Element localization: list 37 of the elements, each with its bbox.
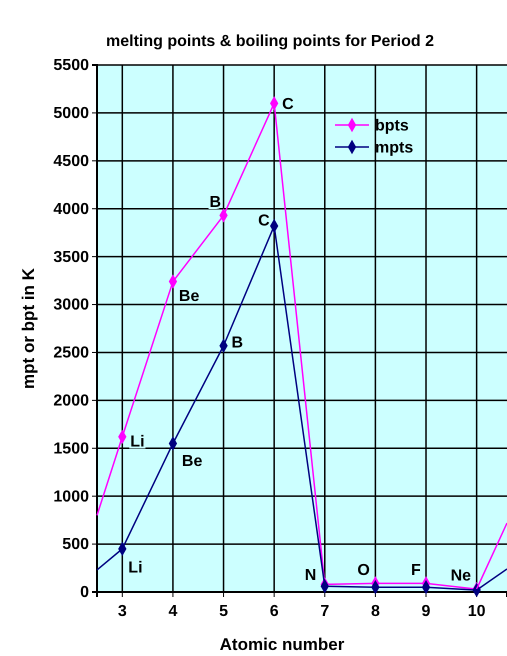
- x-tick-label: 6: [270, 603, 279, 620]
- y-tick-label: 3500: [53, 248, 90, 266]
- annotation: Li: [128, 559, 143, 576]
- chart-title: melting points & boiling points for Period 2: [106, 33, 434, 50]
- legend-label: bpts: [375, 118, 409, 135]
- annotation: C: [282, 96, 294, 113]
- annotation: B: [210, 194, 222, 212]
- x-tick-label: 3: [118, 603, 127, 620]
- x-tick-label: 8: [370, 603, 380, 620]
- x-tick-label: 5: [219, 603, 228, 620]
- y-tick-label: 5000: [53, 105, 90, 122]
- y-tick-label: 0: [80, 584, 90, 602]
- x-tick-label: 10: [468, 603, 486, 620]
- annotation: Ne: [450, 568, 472, 585]
- annotation: Be: [182, 453, 202, 470]
- x-axis-title: Atomic number: [220, 635, 345, 654]
- annotation: N: [304, 566, 316, 584]
- annotation: F: [411, 562, 422, 579]
- y-tick-label: 3000: [53, 296, 90, 314]
- x-tick-label: 7: [320, 603, 330, 620]
- x-tick-label: 9: [422, 603, 431, 620]
- annotation: B: [232, 334, 244, 352]
- annotation: Be: [178, 288, 200, 306]
- y-tick-label: 5500: [53, 57, 90, 74]
- y-tick-label: 500: [62, 536, 90, 554]
- x-tick-label: 4: [168, 603, 178, 620]
- y-tick-label: 1000: [53, 488, 90, 506]
- annotation: C: [258, 212, 270, 230]
- annotation: O: [357, 562, 370, 579]
- y-tick-label: 2500: [53, 344, 90, 362]
- legend-label: mpts: [375, 140, 414, 157]
- y-tick-label: 2000: [53, 392, 90, 410]
- y-axis-title: mpt or bpt in K: [19, 267, 38, 389]
- y-tick-label: 4500: [53, 152, 90, 170]
- annotation: Li: [130, 433, 145, 450]
- y-tick-label: 1500: [53, 440, 90, 458]
- y-tick-label: 4000: [53, 200, 90, 218]
